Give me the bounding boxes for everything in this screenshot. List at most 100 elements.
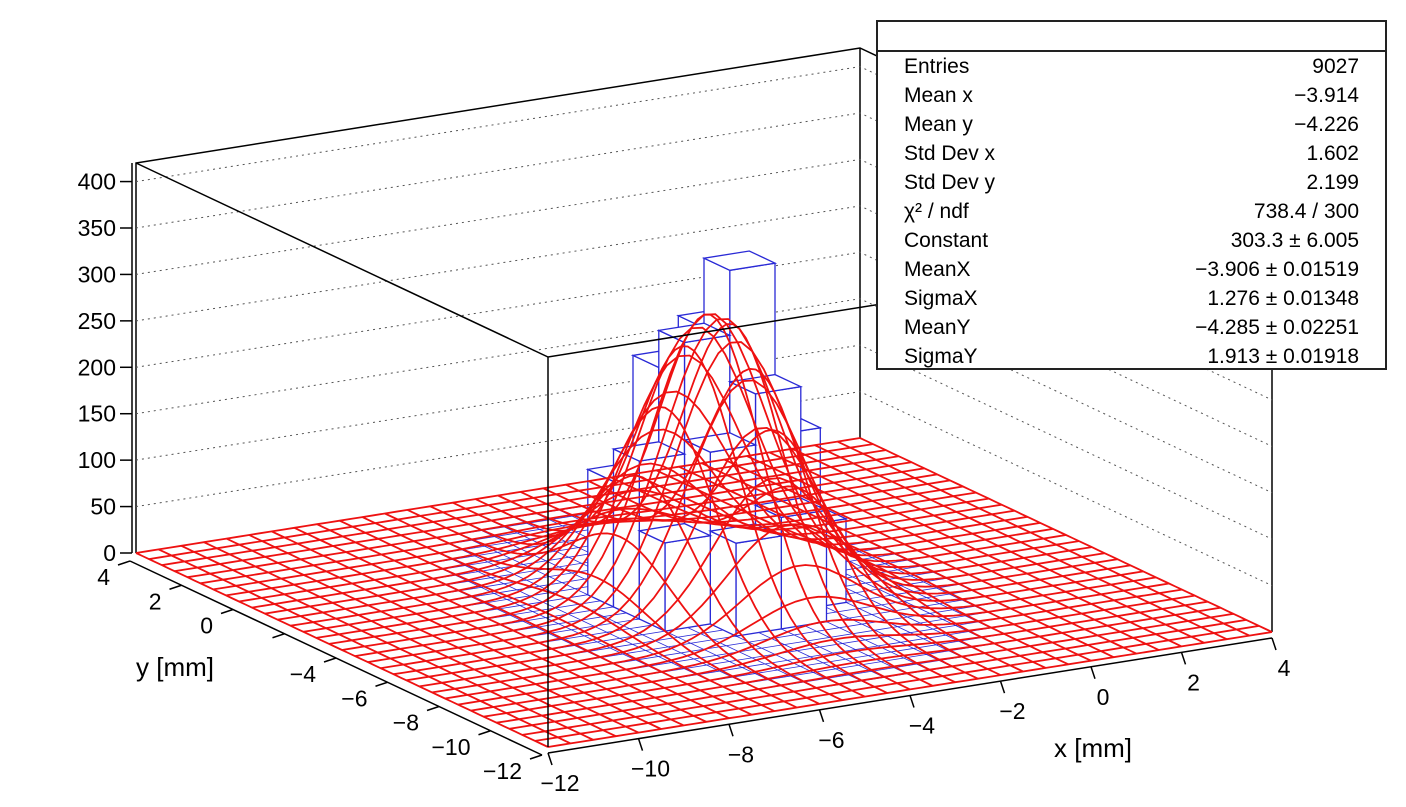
fit-mesh-line	[271, 530, 685, 727]
stats-value: 1.276 ± 0.01348	[1207, 287, 1359, 310]
x-tick	[637, 738, 644, 751]
stats-label: Mean x	[904, 84, 973, 107]
x-tick-label: −4	[909, 713, 935, 739]
y-tick-label: −6	[341, 685, 367, 711]
fit-mesh-line	[859, 437, 1273, 633]
y-tick-label: −4	[290, 661, 316, 687]
stats-header	[878, 22, 1385, 52]
fit-mesh-line	[769, 451, 1182, 648]
fit-mesh-line	[203, 541, 617, 738]
stats-value: −4.285 ± 0.02251	[1195, 316, 1359, 339]
stats-row: Std Dev y 2.199	[878, 168, 1385, 197]
z-gridline	[135, 205, 1273, 401]
stats-row: Entries 9027	[878, 52, 1385, 81]
z-tick-label: 200	[78, 354, 116, 380]
stats-row: Mean y −4.226	[878, 110, 1385, 139]
stats-value: 303.3 ± 6.005	[1230, 229, 1359, 252]
z-gridline	[135, 158, 1273, 354]
fit-mesh-line	[520, 323, 933, 687]
z-tick-label: 150	[78, 401, 116, 427]
z-gridline	[135, 391, 1273, 587]
stats-value: 1.602	[1306, 142, 1359, 165]
stats-label: χ² / ndf	[904, 200, 969, 223]
z-gridline	[135, 344, 1273, 540]
x-tick	[1271, 637, 1277, 651]
stats-value: 9027	[1312, 55, 1359, 78]
x-tick-label: −2	[999, 698, 1025, 724]
fit-mesh-line	[814, 444, 1228, 641]
fit-mesh-line	[226, 537, 639, 734]
y-tick	[478, 730, 491, 736]
z-gridlines	[135, 66, 1273, 587]
stats-label: Mean y	[904, 113, 973, 136]
y-tick	[323, 657, 337, 663]
x-tick	[818, 709, 825, 723]
fit-mesh-line	[475, 345, 888, 694]
z-gridline	[135, 298, 1273, 494]
stats-row: Mean x −3.914	[878, 81, 1385, 110]
z-tick-label: 300	[78, 261, 116, 287]
fit-mesh-line	[656, 469, 1069, 666]
y-tick	[169, 584, 182, 590]
stats-row: χ² / ndf 738.4 / 300	[878, 197, 1385, 226]
fit-mesh-line	[610, 476, 1024, 673]
z-tick-label: 0	[103, 540, 116, 566]
x-tick	[909, 695, 915, 708]
stats-row: SigmaX 1.276 ± 0.01348	[878, 284, 1385, 313]
x-tick-label: 2	[1187, 669, 1200, 695]
stats-label: SigmaY	[904, 345, 978, 368]
y-tick-label: −12	[483, 758, 522, 784]
stats-row: SigmaY 1.913 ± 0.01918	[878, 342, 1385, 371]
stats-rows: Entries 9027 Mean x −3.914 Mean y −4.226 Std D…	[878, 52, 1385, 371]
x-axis-title: x [mm]	[1054, 733, 1132, 763]
fit-mesh-line	[497, 313, 911, 691]
x-tick	[728, 724, 734, 737]
stats-label: SigmaX	[904, 287, 978, 310]
stats-value: 2.199	[1306, 171, 1359, 194]
z-tick-label: 100	[78, 447, 116, 473]
fit-mesh-line	[542, 367, 956, 684]
z-tick-label: 350	[78, 215, 116, 241]
y-tick-label: 0	[200, 613, 213, 639]
x-tick	[999, 680, 1006, 694]
stats-label: Entries	[904, 55, 970, 78]
bin-top	[701, 250, 778, 271]
y-tick-label: −8	[393, 710, 419, 736]
fit-mesh-line	[588, 480, 1001, 676]
stats-row: MeanX −3.906 ± 0.01519	[878, 255, 1385, 284]
fit-mesh-line	[384, 512, 798, 709]
z-gridline	[135, 251, 1273, 447]
z-gridline	[135, 112, 1273, 308]
histogram-bin	[637, 522, 713, 633]
x-tick-label: −8	[728, 741, 754, 767]
gaussian-fit-surface	[135, 313, 1273, 748]
stats-label: MeanY	[904, 316, 971, 339]
fit-mesh-line	[565, 428, 979, 680]
fit-mesh-line	[135, 552, 549, 748]
fit-mesh-line	[837, 440, 1250, 637]
stats-row: Std Dev x 1.602	[878, 139, 1385, 168]
stats-label: Std Dev y	[904, 171, 996, 194]
fit-mesh-line	[316, 523, 730, 720]
fit-mesh-line	[294, 526, 707, 723]
stats-label: Std Dev x	[904, 142, 996, 165]
y-axis-title: y [mm]	[136, 652, 214, 682]
z-tick-label: 400	[78, 169, 116, 195]
fit-mesh-line	[407, 509, 820, 705]
stats-row: MeanY −4.285 ± 0.02251	[878, 313, 1385, 342]
stats-value: −4.226	[1294, 113, 1359, 136]
z-tick-label: 250	[78, 308, 116, 334]
y-tick	[117, 560, 131, 566]
x-tick-label: 4	[1278, 655, 1291, 681]
fit-mesh-line	[723, 458, 1137, 655]
y-tick	[220, 608, 234, 615]
bin-face	[664, 534, 711, 632]
x-tick-label: −12	[540, 770, 579, 796]
bin-top	[637, 522, 713, 544]
fit-mesh-line	[701, 462, 1114, 659]
fit-mesh-line	[452, 405, 866, 698]
x-tick	[547, 752, 553, 766]
y-tick-label: 4	[97, 564, 110, 590]
x-tick-label: −6	[818, 727, 844, 753]
